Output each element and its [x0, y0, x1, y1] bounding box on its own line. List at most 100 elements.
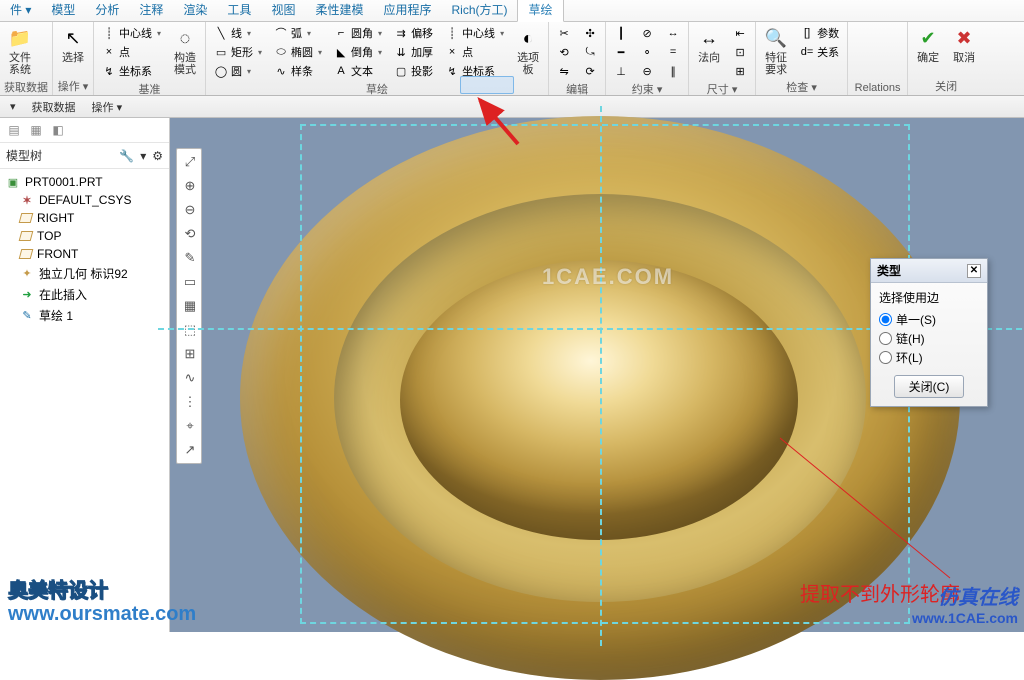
edit-b3[interactable]: ⇋ — [553, 62, 575, 80]
tree-item-0[interactable]: ▣PRT0001.PRT — [2, 173, 167, 191]
dim-b2[interactable]: ⊡ — [729, 43, 751, 61]
tree-tool-icon[interactable]: 🔧 — [119, 149, 134, 163]
dim-b1[interactable]: ⇤ — [729, 24, 751, 42]
tab-0[interactable]: 件 ▾ — [0, 0, 41, 21]
con-sym[interactable]: ↔ — [662, 24, 684, 42]
con-horz[interactable]: ━ — [610, 43, 632, 61]
tree-tab3-icon[interactable]: ◧ — [50, 122, 66, 138]
model-tree-panel: ▤ ▦ ◧ 模型树 🔧 ▾ ⚙ ▣PRT0001.PRT✶DEFAULT_CSY… — [0, 118, 170, 632]
csys2-button[interactable]: ↯坐标系 — [441, 62, 508, 80]
normal-dim-button[interactable]: ↔ 法向 — [693, 24, 725, 66]
tab-4[interactable]: 渲染 — [173, 0, 217, 21]
arc-button[interactable]: ⌒弧 — [270, 24, 326, 42]
tab-5[interactable]: 工具 — [217, 0, 261, 21]
tab-1[interactable]: 模型 — [41, 0, 85, 21]
view-tool-11[interactable]: ⌖ — [179, 415, 201, 437]
tree-tab2-icon[interactable]: ▦ — [28, 122, 44, 138]
tab-6[interactable]: 视图 — [261, 0, 305, 21]
type-radio-1[interactable] — [879, 332, 892, 345]
cancel-button[interactable]: ✖ 取消 — [948, 24, 980, 66]
view-tool-6[interactable]: ▦ — [179, 295, 201, 317]
tree-item-2[interactable]: RIGHT — [2, 209, 167, 227]
edit-b4[interactable]: ✣ — [579, 24, 601, 42]
point-button[interactable]: ×点 — [98, 43, 165, 61]
select-button[interactable]: ↖ 选择 — [57, 24, 89, 66]
file-system-button[interactable]: 📁 文件 系统 — [4, 24, 36, 78]
tree-filter-icon[interactable]: ▾ — [140, 149, 146, 163]
type-radio-2[interactable] — [879, 351, 892, 364]
view-tool-0[interactable]: ⤢ — [179, 151, 201, 173]
rect-button[interactable]: ▭矩形 — [210, 43, 266, 61]
csys-button[interactable]: ↯坐标系 — [98, 62, 165, 80]
view-tool-12[interactable]: ↗ — [179, 439, 201, 461]
view-tool-8[interactable]: ⊞ — [179, 343, 201, 365]
type-panel-close-button[interactable]: ✕ — [967, 264, 981, 278]
circle-button[interactable]: ◯圆 — [210, 62, 266, 80]
tree-settings-icon[interactable]: ⚙ — [152, 149, 163, 163]
edit-b2[interactable]: ⟲ — [553, 43, 575, 61]
view-tool-7[interactable]: ⬚ — [179, 319, 201, 341]
ok-button[interactable]: ✔ 确定 — [912, 24, 944, 66]
tree-item-6[interactable]: ➜在此插入 — [2, 284, 167, 305]
tab-10[interactable]: 草绘 — [517, 0, 563, 22]
tab-7[interactable]: 柔性建模 — [305, 0, 373, 21]
qa-getdata[interactable]: 获取数据 — [26, 98, 82, 116]
feature-req-button[interactable]: 🔍 特征 要求 — [760, 24, 792, 78]
centerline-button[interactable]: ┊中心线 — [98, 24, 165, 42]
view-tool-9[interactable]: ∿ — [179, 367, 201, 389]
tree-item-1[interactable]: ✶DEFAULT_CSYS — [2, 191, 167, 209]
chamfer-button[interactable]: ◣倒角 — [330, 43, 386, 61]
dim-b3[interactable]: ⊞ — [729, 62, 751, 80]
offset-button[interactable]: ⇉偏移 — [390, 24, 437, 42]
view-tool-10[interactable]: ⋮ — [179, 391, 201, 413]
tab-3[interactable]: 注释 — [129, 0, 173, 21]
view-tool-3[interactable]: ⟲ — [179, 223, 201, 245]
text-button[interactable]: A文本 — [330, 62, 386, 80]
tab-8[interactable]: 应用程序 — [373, 0, 441, 21]
parallel-icon: ∥ — [666, 64, 680, 78]
spline-button[interactable]: ∿样条 — [270, 62, 326, 80]
tree-tab1-icon[interactable]: ▤ — [6, 122, 22, 138]
param-button[interactable]: []参数 — [796, 24, 843, 42]
view-tool-1[interactable]: ⊕ — [179, 175, 201, 197]
tree-item-3[interactable]: TOP — [2, 227, 167, 245]
con-perp[interactable]: ⊥ — [610, 62, 632, 80]
tab-9[interactable]: Rich(方工) — [441, 0, 517, 21]
type-option-1[interactable]: 链(H) — [879, 329, 979, 348]
fillet-button[interactable]: ⌐圆角 — [330, 24, 386, 42]
plane-icon — [19, 249, 34, 259]
line-button[interactable]: ╲线 — [210, 24, 266, 42]
edit-b5[interactable]: ⤿ — [579, 43, 601, 61]
edit-b1[interactable]: ✂ — [553, 24, 575, 42]
tree-item-5[interactable]: ✦独立几何 标识92 — [2, 263, 167, 284]
point2-button[interactable]: ×点 — [441, 43, 508, 61]
con-par[interactable]: ∥ — [662, 62, 684, 80]
con-vert[interactable]: ┃ — [610, 24, 632, 42]
type-option-2[interactable]: 环(L) — [879, 348, 979, 367]
qa-dd[interactable]: ▾ — [4, 99, 22, 114]
qa-ops[interactable]: 操作 ▾ — [86, 98, 129, 116]
con-tan[interactable]: ⊘ — [636, 24, 658, 42]
tree-item-4[interactable]: FRONT — [2, 245, 167, 263]
tree-item-7[interactable]: ✎草绘 1 — [2, 305, 167, 326]
ellipse-button[interactable]: ⬭椭圆 — [270, 43, 326, 61]
palette-button[interactable]: ◐ 选项 板 — [512, 24, 544, 78]
thicken-button[interactable]: ⇊加厚 — [390, 43, 437, 61]
type-radio-0[interactable] — [879, 313, 892, 326]
graphics-area[interactable]: ⤢⊕⊖⟲✎▭▦⬚⊞∿⋮⌖↗ 1CAE.COM 提取不到外形轮廓 类型 ✕ 选择使… — [170, 118, 1024, 632]
edit-b6[interactable]: ⟳ — [579, 62, 601, 80]
centerline2-button[interactable]: ┊中心线 — [441, 24, 508, 42]
con-mid[interactable]: ⚬ — [636, 43, 658, 61]
view-tool-5[interactable]: ▭ — [179, 271, 201, 293]
project-button[interactable]: ▢投影 — [390, 62, 437, 80]
construction-mode-button[interactable]: ◌ 构造 模式 — [169, 24, 201, 78]
type-panel-close-btn[interactable]: 关闭(C) — [894, 375, 965, 398]
view-tool-2[interactable]: ⊖ — [179, 199, 201, 221]
view-tool-4[interactable]: ✎ — [179, 247, 201, 269]
con-coin[interactable]: ⊖ — [636, 62, 658, 80]
tab-2[interactable]: 分析 — [85, 0, 129, 21]
type-option-0[interactable]: 单一(S) — [879, 310, 979, 329]
baseline-icon: ⇤ — [733, 26, 747, 40]
con-eq[interactable]: = — [662, 43, 684, 61]
rel-button[interactable]: d=关系 — [796, 43, 843, 61]
